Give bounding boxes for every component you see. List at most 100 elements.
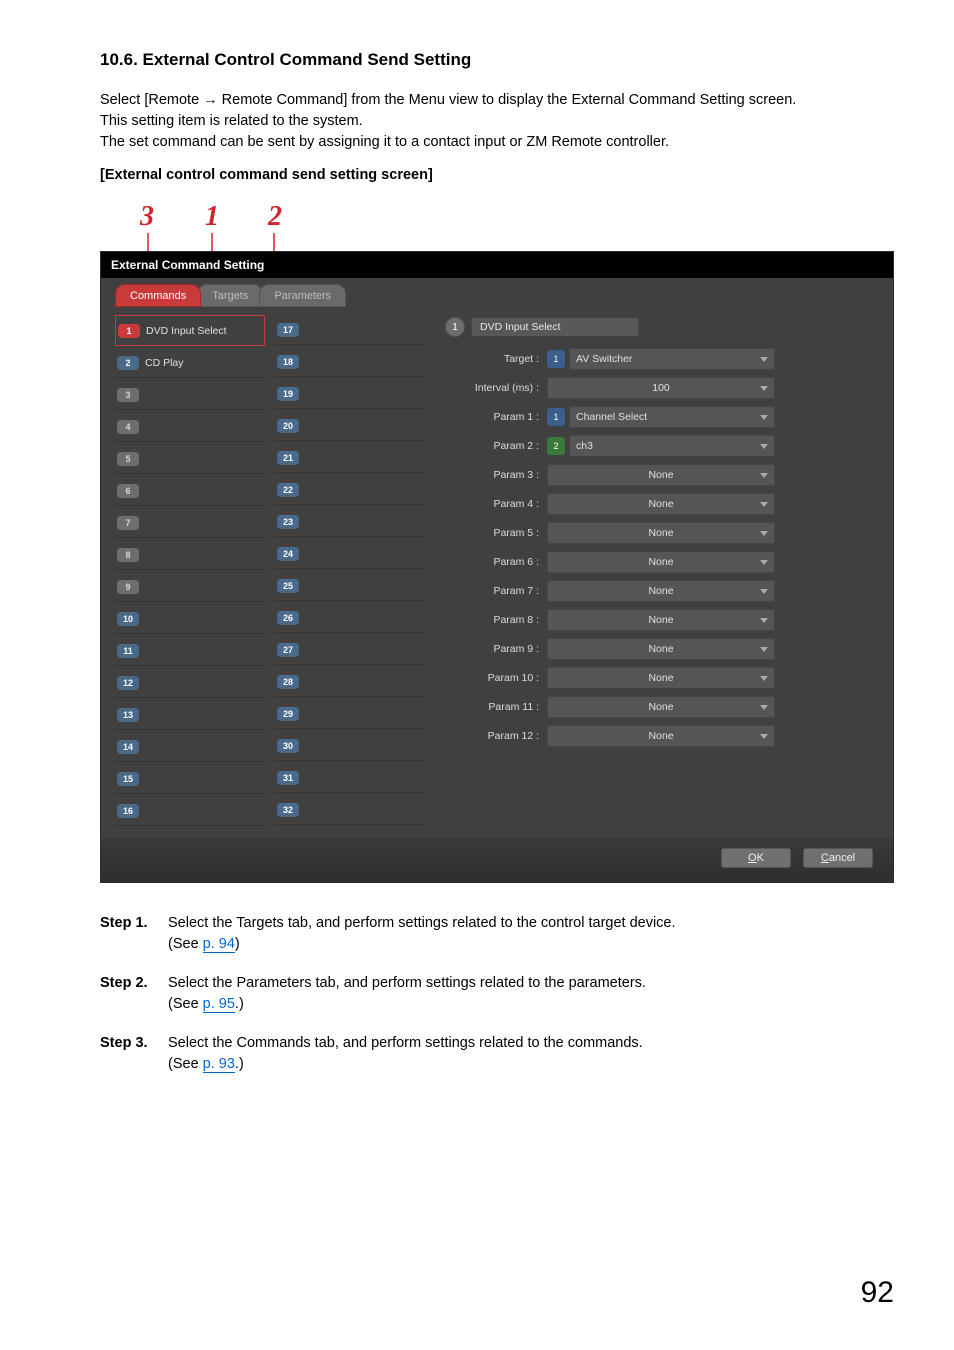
command-row[interactable]: 1DVD Input Select (115, 315, 265, 346)
command-number-badge: 23 (277, 515, 299, 529)
step-link[interactable]: p. 95 (203, 996, 235, 1013)
command-row[interactable]: 18 (275, 347, 425, 377)
command-number-badge: 11 (117, 644, 139, 658)
detail-row: Param 3 :None (445, 463, 775, 487)
detail-panel: 1 DVD Input Select Target :1AV SwitcherI… (445, 315, 775, 826)
command-row[interactable]: 13 (115, 700, 265, 730)
command-number-badge: 24 (277, 547, 299, 561)
detail-dropdown[interactable]: None (547, 464, 775, 486)
command-row[interactable]: 22 (275, 475, 425, 505)
detail-row: Param 6 :None (445, 550, 775, 574)
command-row[interactable]: 32 (275, 795, 425, 825)
app-body: 1DVD Input Select2CD Play345678910111213… (101, 307, 893, 838)
tab-targets[interactable]: Targets (197, 284, 263, 307)
command-row[interactable]: 2CD Play (115, 348, 265, 378)
command-col-1: 1DVD Input Select2CD Play34 5 6 7 8 9 10 11 12 13… (115, 315, 265, 826)
command-row[interactable]: 17 (275, 315, 425, 345)
tab-bar: Commands Targets Parameters (101, 278, 893, 307)
detail-dropdown[interactable]: 100 (547, 377, 775, 399)
command-row[interactable]: 24 (275, 539, 425, 569)
intro-text: Select [Remote → Remote Command] from th… (100, 90, 894, 153)
command-row[interactable]: 26 (275, 603, 425, 633)
detail-row: Param 4 :None (445, 492, 775, 516)
detail-dropdown[interactable]: None (547, 522, 775, 544)
detail-dropdown[interactable]: Channel Select (569, 406, 775, 428)
step-after: .) (235, 996, 244, 1012)
command-row[interactable]: 16 (115, 796, 265, 826)
command-number-badge: 13 (117, 708, 139, 722)
command-number-badge: 19 (277, 387, 299, 401)
command-row[interactable]: 3 (115, 380, 265, 410)
detail-row: Param 12 :None (445, 724, 775, 748)
command-row[interactable]: 29 (275, 699, 425, 729)
step-row: Step 2.Select the Parameters tab, and pe… (100, 973, 894, 1015)
callout-3: 3 (140, 201, 154, 233)
command-row[interactable]: 20 (275, 411, 425, 441)
detail-label: Param 7 : (445, 585, 547, 597)
command-row[interactable]: 28 (275, 667, 425, 697)
command-number-badge: 28 (277, 675, 299, 689)
detail-label: Param 4 : (445, 498, 547, 510)
command-row[interactable]: 11 (115, 636, 265, 666)
step-body: Select the Parameters tab, and perform s… (168, 973, 646, 1015)
cancel-button[interactable]: Cancel (803, 848, 873, 868)
detail-dropdown[interactable]: None (547, 551, 775, 573)
command-number-badge: 17 (277, 323, 299, 337)
command-number-badge: 32 (277, 803, 299, 817)
detail-dropdown[interactable]: None (547, 725, 775, 747)
app-footer: OK Cancel (101, 838, 893, 882)
command-row[interactable]: 23 (275, 507, 425, 537)
detail-index-badge: 1 (445, 317, 465, 337)
command-row[interactable]: 15 (115, 764, 265, 794)
command-number-badge: 7 (117, 516, 139, 530)
command-row[interactable]: 12 (115, 668, 265, 698)
detail-dropdown[interactable]: None (547, 638, 775, 660)
command-row[interactable]: 14 (115, 732, 265, 762)
command-row[interactable]: 21 (275, 443, 425, 473)
command-row[interactable]: 8 (115, 540, 265, 570)
command-row[interactable]: 27 (275, 635, 425, 665)
command-col-2: 17 18 19 20 2122 23 24 25 26 27 28 293031 32 (275, 315, 425, 826)
detail-label: Param 8 : (445, 614, 547, 626)
detail-dropdown[interactable]: None (547, 609, 775, 631)
app-title: External Command Setting (101, 252, 893, 278)
detail-dropdown[interactable]: AV Switcher (569, 348, 775, 370)
command-row[interactable]: 30 (275, 731, 425, 761)
detail-label: Param 1 : (445, 411, 547, 423)
detail-dropdown[interactable]: None (547, 667, 775, 689)
detail-name-field[interactable]: DVD Input Select (471, 317, 639, 337)
command-row[interactable]: 25 (275, 571, 425, 601)
ok-button[interactable]: OK (721, 848, 791, 868)
command-number-badge: 20 (277, 419, 299, 433)
command-row[interactable]: 31 (275, 763, 425, 793)
command-number-badge: 5 (117, 452, 139, 466)
command-number-badge: 9 (117, 580, 139, 594)
command-row[interactable]: 9 (115, 572, 265, 602)
intro-line-2: This setting item is related to the syst… (100, 113, 363, 129)
command-number-badge: 12 (117, 676, 139, 690)
detail-chip: 2 (547, 437, 565, 455)
step-label: Step 3. (100, 1033, 168, 1075)
callout-2: 2 (268, 201, 282, 233)
step-after: ) (235, 936, 240, 952)
detail-dropdown[interactable]: None (547, 580, 775, 602)
detail-dropdown[interactable]: ch3 (569, 435, 775, 457)
command-row[interactable]: 19 (275, 379, 425, 409)
command-number-badge: 26 (277, 611, 299, 625)
detail-row: Param 9 :None (445, 637, 775, 661)
tab-parameters[interactable]: Parameters (259, 284, 346, 307)
command-row[interactable]: 5 (115, 444, 265, 474)
detail-rows: Target :1AV SwitcherInterval (ms) :100Pa… (445, 347, 775, 748)
tab-commands[interactable]: Commands (115, 284, 201, 307)
detail-dropdown[interactable]: None (547, 493, 775, 515)
command-row[interactable]: 10 (115, 604, 265, 634)
step-link[interactable]: p. 93 (203, 1056, 235, 1073)
step-link[interactable]: p. 94 (203, 936, 235, 953)
step-label: Step 1. (100, 913, 168, 955)
command-row[interactable]: 7 (115, 508, 265, 538)
step-text: Select the Parameters tab, and perform s… (168, 975, 646, 991)
command-number-badge: 18 (277, 355, 299, 369)
detail-dropdown[interactable]: None (547, 696, 775, 718)
command-row[interactable]: 6 (115, 476, 265, 506)
command-row[interactable]: 4 (115, 412, 265, 442)
